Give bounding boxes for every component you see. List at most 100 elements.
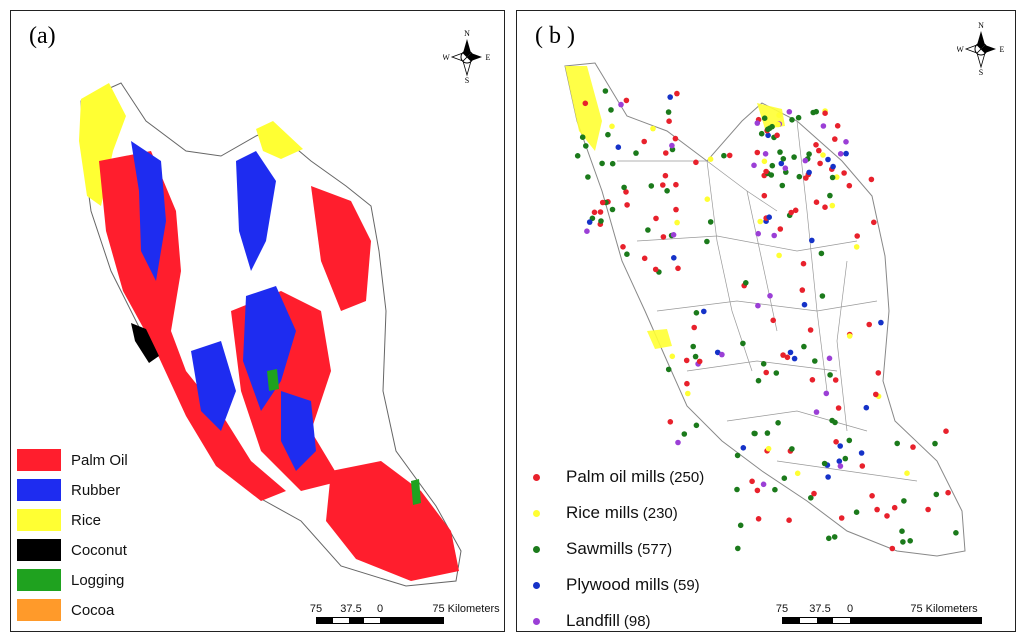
facility-dot (669, 353, 676, 360)
facility-dot (907, 538, 913, 544)
panel-a-crop-map: (a) N S W E (10, 10, 505, 632)
facility-dot (623, 189, 629, 195)
facility-dot (721, 152, 727, 159)
facility-dot (760, 481, 767, 488)
facility-dot (754, 487, 761, 494)
facility-dot (796, 173, 803, 180)
facility-dot (591, 209, 598, 216)
compass-e: E (1000, 45, 1005, 54)
legend-count: (250) (669, 468, 705, 486)
facility-dot (787, 349, 794, 356)
facility-dot (853, 509, 860, 515)
scale-tick: 75 (775, 603, 789, 615)
facility-dot (838, 515, 845, 521)
facility-dot (765, 132, 771, 139)
facility-dot (763, 369, 769, 376)
facility-dot (831, 534, 838, 540)
facility-dot (764, 430, 771, 436)
facility-dot (609, 160, 616, 167)
facility-dot (820, 152, 826, 158)
legend-count: (59) (672, 576, 700, 594)
facility-dot (830, 163, 836, 170)
facility-dot (827, 372, 833, 378)
facility-dot (597, 209, 604, 215)
facility-dot (690, 343, 696, 350)
facility-dot (645, 227, 651, 233)
compass-n: N (978, 21, 984, 30)
compass-n: N (464, 29, 470, 38)
legend-label: Palm oil mills (566, 467, 666, 486)
facility-dot (574, 153, 581, 159)
facility-dot (819, 293, 826, 299)
facility-dot (674, 219, 680, 226)
facility-dot (754, 120, 761, 126)
crop-legend: Palm Oil Rubber Rice Coconut Logging Coc… (17, 445, 128, 625)
facility-dot (841, 170, 847, 176)
legend-item-logging: Logging (17, 565, 128, 595)
facility-dot (693, 310, 700, 316)
facility-dot (599, 199, 606, 206)
facility-dot (763, 168, 769, 175)
facility-dot (766, 214, 772, 220)
facility-dot (671, 255, 677, 261)
scale-tick: 37.5 (809, 603, 831, 615)
facility-dot (734, 452, 741, 459)
facility-dot (858, 450, 865, 456)
facility-legend: Palm oil mills (250) Rice mills (230) Sawm… (523, 459, 704, 639)
facility-dot (602, 88, 609, 94)
facility-dot (704, 238, 710, 245)
facility-dot (837, 463, 844, 469)
facility-dot (866, 321, 872, 328)
facility-dot (585, 174, 591, 180)
facility-dot (820, 123, 827, 129)
facility-dot (683, 357, 690, 364)
facility-dot (789, 446, 795, 452)
facility-dot (932, 440, 938, 447)
facility-dot (598, 218, 604, 224)
facility-dot (813, 409, 820, 415)
compass-w: W (957, 45, 964, 54)
panel-b-facilities-map: ( b ) N S W E (516, 10, 1016, 632)
facility-dot (662, 172, 669, 179)
facility-dot (842, 455, 849, 462)
facility-dot (817, 160, 823, 167)
facility-dot (822, 110, 828, 116)
facility-dot (899, 528, 905, 534)
facility-dot (871, 219, 877, 226)
facility-dot (675, 265, 681, 272)
facility-dot (719, 351, 725, 358)
rubber-region-4 (191, 341, 236, 431)
facility-dot (900, 539, 906, 545)
facility-dots (574, 88, 959, 552)
facility-dot (714, 349, 721, 356)
legend-label: Cocoa (71, 601, 115, 619)
compass-e: E (486, 53, 491, 62)
facility-dot (878, 319, 884, 326)
facility-dot (869, 493, 875, 499)
facility-dot (673, 181, 679, 188)
facility-dot (891, 504, 898, 511)
legend-item-palm-oil-mills: Palm oil mills (250) (523, 459, 704, 495)
facility-dot (652, 266, 659, 273)
coconut-region (131, 323, 159, 363)
facility-dot (774, 132, 780, 139)
facility-dot (943, 428, 949, 435)
facility-dot (735, 545, 741, 552)
facility-dot (807, 327, 814, 333)
facility-dot (761, 115, 768, 121)
facility-dot (648, 183, 655, 189)
facility-dot (765, 445, 772, 452)
facility-dot (827, 192, 833, 199)
facility-dot (780, 352, 786, 358)
legend-count: (230) (642, 504, 678, 522)
facility-dot (755, 516, 762, 522)
facility-dot (667, 94, 673, 100)
logging-region-2 (411, 479, 421, 505)
legend-label: Rubber (71, 481, 121, 499)
legend-label: Coconut (71, 541, 127, 559)
facility-dot (875, 370, 882, 376)
facility-dot (812, 358, 818, 364)
facility-dot (740, 340, 746, 347)
facility-dot (755, 302, 761, 309)
facility-dot (707, 156, 714, 162)
